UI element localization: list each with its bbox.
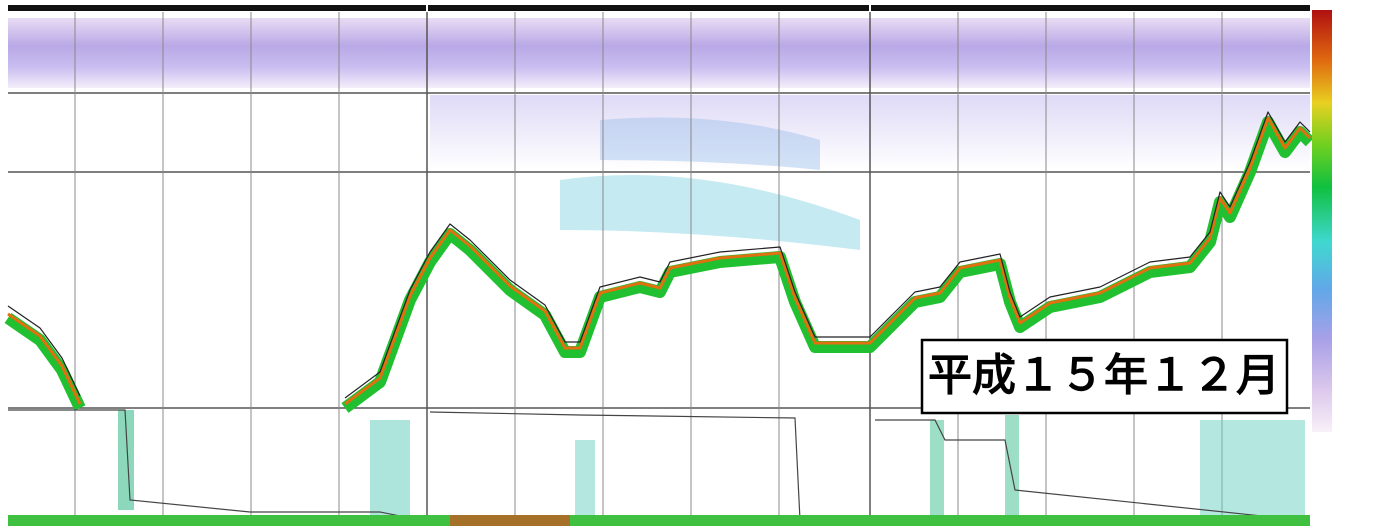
color-scale	[1312, 10, 1332, 432]
header-bar	[871, 5, 1310, 11]
echo-spike	[575, 440, 595, 515]
fish-school	[560, 175, 860, 250]
page: {"label": "平成１５年１２月"}	[0, 0, 1374, 526]
grid	[8, 12, 1310, 520]
echogram: 平成１５年１２月	[0, 0, 1374, 526]
surface-layer	[8, 18, 1310, 88]
echo-spike	[370, 420, 410, 515]
echo-spike	[1005, 415, 1019, 515]
echo-spike	[1200, 420, 1305, 515]
bottom-strip	[450, 515, 570, 526]
header-bar	[428, 5, 869, 11]
lower-panel	[8, 410, 1310, 526]
track-line	[8, 410, 1300, 520]
header-bar	[8, 5, 426, 11]
seabed-echo	[8, 318, 80, 408]
bottom-strip	[8, 515, 1310, 526]
date-label: 平成１５年１２月	[928, 350, 1280, 401]
